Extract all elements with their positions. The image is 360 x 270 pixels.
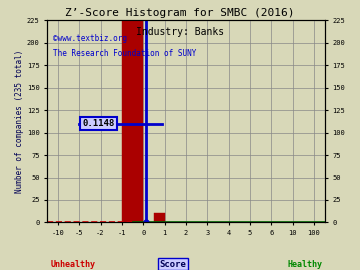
- Text: The Research Foundation of SUNY: The Research Foundation of SUNY: [53, 49, 196, 58]
- Bar: [122, 20, 143, 222]
- Text: 0.1148: 0.1148: [83, 119, 115, 128]
- Text: Healthy: Healthy: [288, 260, 323, 269]
- Text: Z’-Score Histogram for SMBC (2016): Z’-Score Histogram for SMBC (2016): [65, 8, 295, 18]
- Y-axis label: Number of companies (235 total): Number of companies (235 total): [15, 50, 24, 193]
- Bar: [154, 214, 165, 222]
- Text: Unhealthy: Unhealthy: [50, 260, 95, 269]
- Text: Industry: Banks: Industry: Banks: [136, 27, 224, 37]
- Text: ©www.textbiz.org: ©www.textbiz.org: [53, 34, 127, 43]
- Text: Score: Score: [159, 260, 186, 269]
